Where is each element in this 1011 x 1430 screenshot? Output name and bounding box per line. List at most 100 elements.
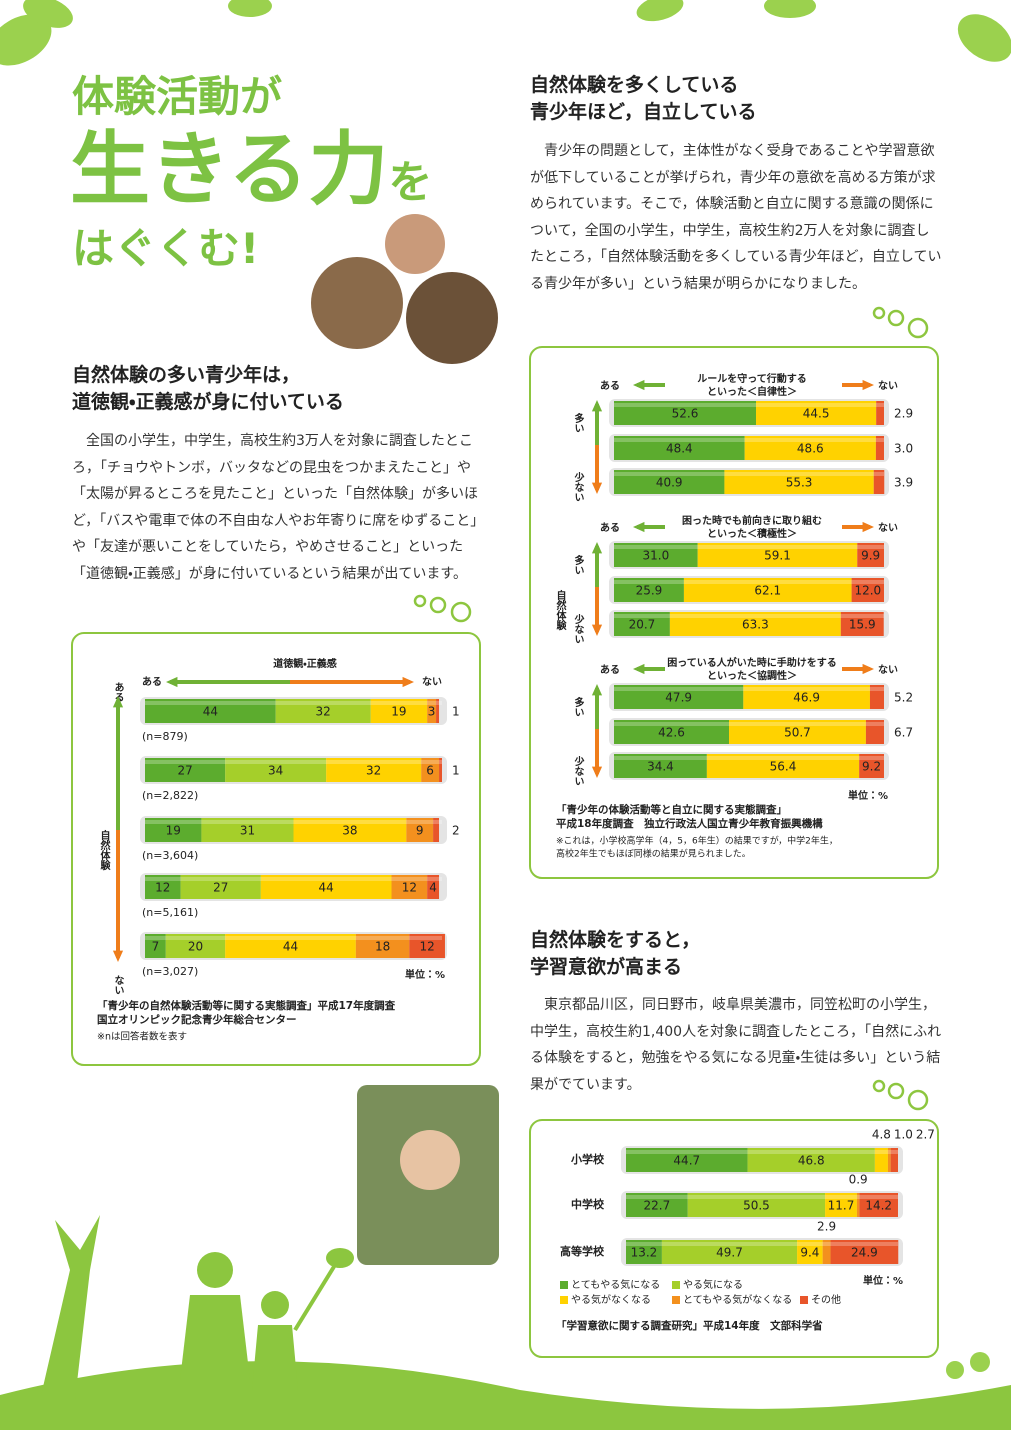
bar-segment [614, 685, 744, 709]
bar-segment [840, 612, 884, 636]
value-label: 32 [366, 764, 381, 778]
category-label: (n=3,027) [142, 965, 198, 978]
bar-segment [830, 1240, 899, 1264]
bar-segment [857, 543, 884, 567]
value-label: 5.2 [894, 691, 913, 705]
value-label: 31 [240, 824, 255, 838]
bar-segment [873, 470, 885, 494]
arrow-head [633, 379, 645, 391]
legend-swatch [560, 1296, 568, 1304]
category-label: (n=5,161) [142, 906, 198, 919]
bar-segment [887, 1148, 891, 1172]
arrow-head [591, 684, 603, 696]
bar-segment [427, 875, 440, 899]
value-label: 55.3 [786, 476, 813, 490]
source: 国立オリンピック記念青少年総合センター [97, 1013, 297, 1026]
section-heading: 自然体験を多くしている [530, 74, 739, 96]
bar-segment [626, 1240, 662, 1264]
legend-label: やる気になる [683, 1278, 743, 1291]
tree-silhouette [40, 1215, 100, 1400]
photos [311, 214, 499, 1265]
arrow-head [862, 379, 874, 391]
value-label: 34 [268, 764, 283, 778]
value-label: 31.0 [642, 549, 669, 563]
bar-segment [260, 875, 392, 899]
bar-segment [626, 1193, 688, 1217]
value-label: 27 [213, 881, 228, 895]
bar-shine [626, 1150, 898, 1154]
axis-end-label: ある [600, 379, 620, 392]
axis-end-label: 少ない [572, 471, 584, 502]
legend-swatch [672, 1296, 680, 1304]
axis-end-label: 多い [572, 554, 584, 575]
bar-segment [743, 685, 870, 709]
bar-segment [614, 720, 730, 744]
value-label: 1.0 [894, 1128, 913, 1142]
value-label: 18 [375, 940, 390, 954]
bar-segment [421, 758, 440, 782]
value-label: 59.1 [764, 549, 791, 563]
bar-segment [409, 934, 445, 958]
legend-label: とてもやる気がなくなる [683, 1293, 792, 1306]
bar-segment [614, 401, 757, 425]
panel-title: といった＜協調性＞ [707, 669, 797, 682]
bar-segment [614, 578, 684, 602]
category-label: (n=2,822) [142, 789, 198, 802]
child-silhouette [252, 1325, 298, 1390]
panel-title: といった＜自律性＞ [707, 385, 797, 398]
panel-title: といった＜積極性＞ [707, 527, 797, 540]
title-line: 体験活動が [72, 72, 283, 121]
leaf [228, 0, 272, 17]
value-label: 4 [429, 881, 437, 895]
bar-segment [145, 934, 166, 958]
source: 「青少年の体験活動等と自立に関する実態調査」 [556, 803, 787, 816]
value-label: 1 [452, 764, 460, 778]
leaf [23, 0, 73, 28]
arrow-head [591, 624, 603, 636]
bar-shine [145, 760, 442, 764]
value-label: 44 [319, 881, 334, 895]
value-label: 9.4 [800, 1246, 819, 1260]
bar-segment [614, 436, 745, 460]
value-label: 49.7 [716, 1246, 743, 1260]
value-label: 19 [391, 705, 406, 719]
photo-face [400, 1130, 460, 1190]
bar-segment [687, 1193, 826, 1217]
bar-shine [614, 472, 884, 476]
arrow-head [112, 950, 124, 962]
axis-end-label: ない [878, 664, 898, 676]
clover [946, 1361, 964, 1379]
legend-swatch [560, 1281, 568, 1289]
legend-label: やる気がなくなる [571, 1293, 651, 1306]
child-silhouette [180, 1295, 250, 1380]
bar-shine [614, 438, 884, 442]
bar-shine [145, 877, 442, 881]
title-main: 生きる力を [70, 130, 432, 210]
leaf [957, 14, 1011, 62]
photo [406, 272, 498, 364]
bar-segment [406, 818, 434, 842]
bubble [429, 596, 447, 614]
bar-segment [145, 699, 276, 723]
value-label: 44 [283, 940, 298, 954]
bar-segment [851, 578, 884, 602]
clover [970, 1352, 990, 1372]
bar-segment [683, 578, 852, 602]
value-label: 6.7 [894, 726, 913, 740]
bubble [887, 309, 905, 327]
bar-segment [747, 1148, 875, 1172]
arrow-head [633, 521, 645, 533]
category-label: 小学校 [570, 1152, 605, 1166]
value-label: 19 [166, 824, 181, 838]
bar-segment [427, 699, 437, 723]
bar-shine [614, 580, 884, 584]
bar-segment [165, 934, 226, 958]
bar-shine [614, 614, 884, 618]
value-label: 44 [203, 705, 218, 719]
value-label: 3.9 [894, 476, 913, 490]
section-heading: 自然体験の多い青少年は， [72, 364, 301, 386]
unit-label: 単位：% [848, 789, 888, 802]
value-label: 46.8 [798, 1154, 825, 1168]
